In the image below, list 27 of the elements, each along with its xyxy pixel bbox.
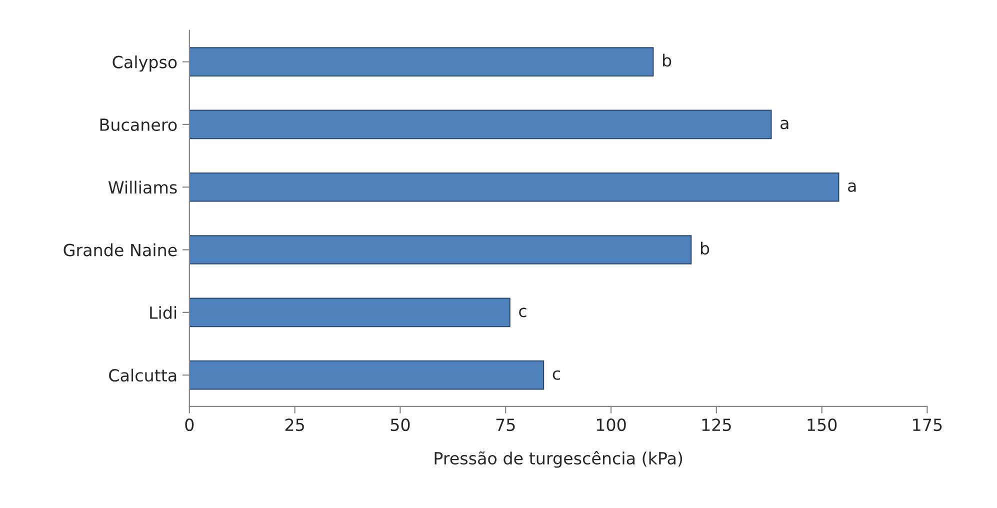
- x-tick-label: 75: [496, 418, 515, 432]
- bar: [189, 235, 692, 264]
- y-tick-label: Calcutta: [109, 368, 176, 382]
- x-tick-label: 100: [596, 418, 626, 432]
- data-label: b: [700, 242, 710, 255]
- bar: [189, 47, 654, 76]
- data-label: c: [519, 308, 526, 318]
- x-tick-label: 125: [702, 418, 731, 432]
- x-tick-label: 0: [185, 418, 194, 432]
- y-tick-label: Calypso: [112, 55, 177, 72]
- x-tick-label: 25: [285, 418, 304, 432]
- bar: [189, 110, 772, 140]
- bar: [189, 298, 510, 328]
- x-axis-title: Pressão de turgescência (kPa): [434, 451, 682, 468]
- y-tick-label: Grande Naine: [64, 243, 177, 256]
- data-label: a: [780, 120, 788, 130]
- y-tick-label: Bucanero: [100, 118, 177, 132]
- y-tick-label: Williams: [108, 180, 177, 194]
- x-tick-label: 50: [390, 418, 410, 432]
- bar: [189, 172, 840, 202]
- x-tick-label: 175: [913, 418, 942, 432]
- bar: [189, 360, 544, 390]
- data-label: a: [848, 182, 856, 192]
- data-label: b: [663, 54, 672, 67]
- x-tick-label: 150: [808, 418, 837, 432]
- y-tick-label: Lidi: [150, 306, 176, 319]
- data-label: c: [552, 370, 560, 380]
